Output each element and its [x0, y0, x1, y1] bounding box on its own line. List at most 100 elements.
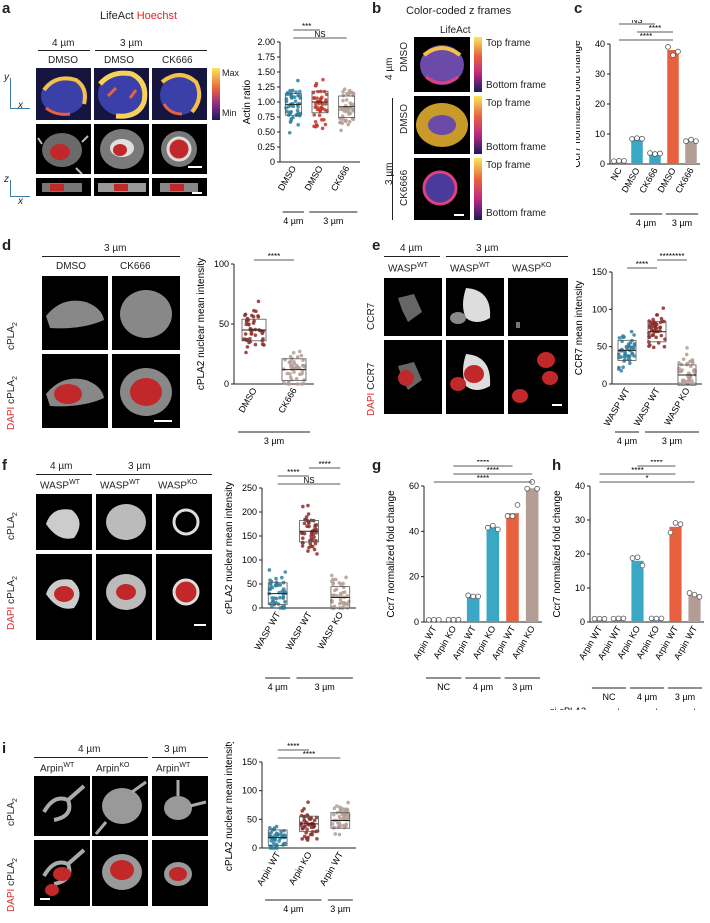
data-point [348, 90, 352, 95]
data-point [283, 600, 287, 604]
group-label: 4 µm [473, 682, 493, 692]
data-point [312, 818, 317, 823]
data-point [288, 120, 293, 124]
data-point [622, 335, 626, 339]
sig-label: **** [268, 252, 280, 261]
col-dmso: DMSO [48, 55, 78, 66]
y-tick-label: 0 [580, 617, 585, 627]
e-col1: WASPWT [388, 262, 428, 275]
data-point [339, 128, 343, 133]
y-tick-label: 0.50 [257, 127, 275, 137]
data-point [653, 615, 660, 622]
dapi-image [36, 554, 92, 640]
colorbar [474, 96, 482, 154]
cond-3um: 3 µm [120, 38, 143, 49]
bottom-frame: Bottom frame [486, 142, 547, 153]
y-axis-label: cPLA2 nuclear mean intensity [224, 482, 235, 614]
bar [685, 140, 697, 164]
data-point [301, 504, 305, 509]
sig-label: **** [477, 474, 489, 483]
sig-label: NS [303, 476, 314, 485]
panel-d-label: d [2, 237, 12, 254]
axis-arrow [10, 180, 11, 196]
data-point [276, 583, 280, 587]
data-point [336, 821, 340, 825]
data-point [659, 333, 664, 338]
data-point [591, 615, 598, 622]
dapi-image [34, 840, 90, 906]
data-point [318, 109, 323, 113]
data-point [319, 95, 324, 100]
divider [36, 474, 92, 475]
x-tick-label: WASP WT [632, 386, 662, 428]
data-point [308, 832, 313, 837]
data-point [275, 846, 280, 850]
axis-arrow [10, 108, 30, 109]
y-tick-label: 150 [242, 757, 257, 767]
data-point [330, 822, 335, 826]
group-label: 3 µm [330, 904, 350, 914]
data-point [667, 529, 674, 536]
y-tick-label: 250 [242, 483, 257, 493]
group-label: NC [603, 692, 616, 702]
data-point [289, 365, 294, 370]
x-tick-label: WASP WT [252, 610, 282, 652]
x-tick-label: CK666 [276, 386, 298, 415]
dapi-image [42, 354, 108, 428]
data-point [295, 382, 300, 386]
dapi-image [96, 554, 152, 640]
data-point [696, 594, 703, 600]
divider [38, 50, 90, 51]
data-point [297, 89, 302, 94]
data-point [688, 136, 694, 143]
y-tick-label: 100 [592, 304, 607, 314]
data-point [630, 351, 634, 355]
y-axis-label: cPLA2 nuclear mean intensity [196, 258, 207, 390]
data-point [312, 547, 317, 552]
data-point [313, 541, 318, 546]
sig-label: **** [650, 460, 662, 467]
data-point [445, 616, 452, 623]
data-point [256, 299, 261, 304]
data-point [295, 365, 300, 370]
data-point [295, 108, 300, 113]
data-point [514, 502, 521, 508]
data-point [341, 117, 345, 121]
d-col2: CK666 [120, 261, 151, 272]
zx-image [152, 178, 207, 196]
data-point [639, 135, 645, 142]
data-point [248, 336, 252, 341]
data-point [315, 829, 320, 833]
data-point [634, 135, 640, 141]
si-sign: − [673, 706, 678, 710]
data-point [426, 617, 432, 623]
group-label: 4 µm [283, 216, 303, 226]
scale-bar [154, 420, 172, 422]
y-axis-label: Ccr7 normalized fold change [386, 490, 397, 618]
i-cond3: 3 µm [164, 744, 187, 755]
data-point [253, 342, 258, 347]
data-point [321, 77, 325, 82]
row-dmso: DMSO [399, 42, 410, 72]
data-point [534, 485, 540, 492]
data-point [244, 338, 249, 343]
data-point [287, 382, 292, 386]
data-point [626, 357, 631, 361]
scale-bar [552, 404, 562, 406]
sig-label: **** [649, 24, 661, 33]
i-col1: ArpinWT [40, 762, 75, 775]
data-point [617, 367, 621, 371]
data-point [344, 98, 349, 102]
data-point [313, 83, 318, 88]
sig-label: * [645, 474, 648, 483]
data-point [684, 352, 689, 357]
y-tick-label: 0 [602, 379, 607, 389]
data-point [306, 800, 310, 804]
microscopy-image [152, 124, 207, 174]
y-tick-label: 1.50 [257, 67, 275, 77]
axis-y: y [4, 72, 9, 83]
data-point [251, 321, 256, 325]
x-tick-label: WASP KO [316, 610, 345, 651]
sig-label: **** [631, 466, 643, 475]
y-tick-label: 0 [600, 159, 605, 169]
